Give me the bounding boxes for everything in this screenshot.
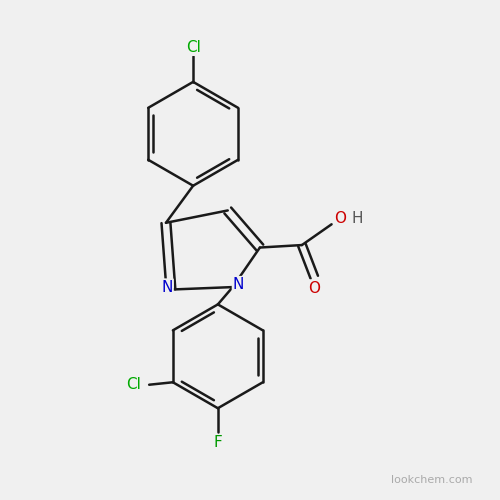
Text: O: O <box>308 280 320 295</box>
Text: F: F <box>214 436 222 450</box>
Text: H: H <box>352 211 363 226</box>
Text: N: N <box>161 280 172 294</box>
Text: lookchem.com: lookchem.com <box>391 475 472 485</box>
Text: O: O <box>334 211 346 226</box>
Text: Cl: Cl <box>126 377 141 392</box>
Text: N: N <box>233 277 244 292</box>
Text: Cl: Cl <box>186 40 200 55</box>
